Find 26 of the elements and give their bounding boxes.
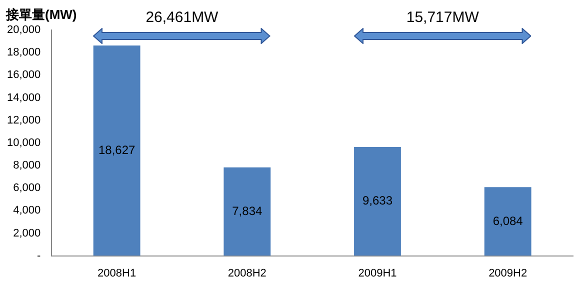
y-tick-label: 14,000: [6, 92, 41, 104]
bar: [354, 147, 401, 256]
y-tick-label: 16,000: [6, 69, 41, 82]
y-tick-label: -: [36, 250, 41, 262]
y-tick-label: 20,000: [6, 24, 41, 36]
x-tick-label: 2008H1: [98, 267, 136, 280]
bar: [93, 46, 140, 256]
x-tick-label: 2009H2: [488, 267, 528, 280]
y-tick-label: 10,000: [6, 136, 41, 149]
bar: [484, 187, 532, 256]
data-label: 18,627: [98, 142, 136, 157]
text: 15,717MW: [405, 9, 480, 26]
data-label: 7,834: [232, 204, 262, 218]
y-tick-label: 2,000: [13, 227, 41, 240]
y-tick-label: 18,000: [6, 46, 41, 59]
x-tick-label: 2009H1: [358, 267, 397, 280]
y-tick-label: 12,000: [6, 114, 41, 126]
text: 26,461MW: [144, 9, 220, 26]
data-label: 9,633: [362, 194, 393, 208]
y-tick-label: 6,000: [13, 182, 41, 194]
chart-title: 接單量(MW): [6, 6, 77, 24]
y-tick-label: 4,000: [13, 204, 41, 217]
bar: [224, 167, 271, 256]
y-tick-label: 8,000: [13, 160, 41, 172]
data-label: 6,084: [492, 214, 524, 228]
x-tick-label: 2008H2: [228, 267, 266, 280]
